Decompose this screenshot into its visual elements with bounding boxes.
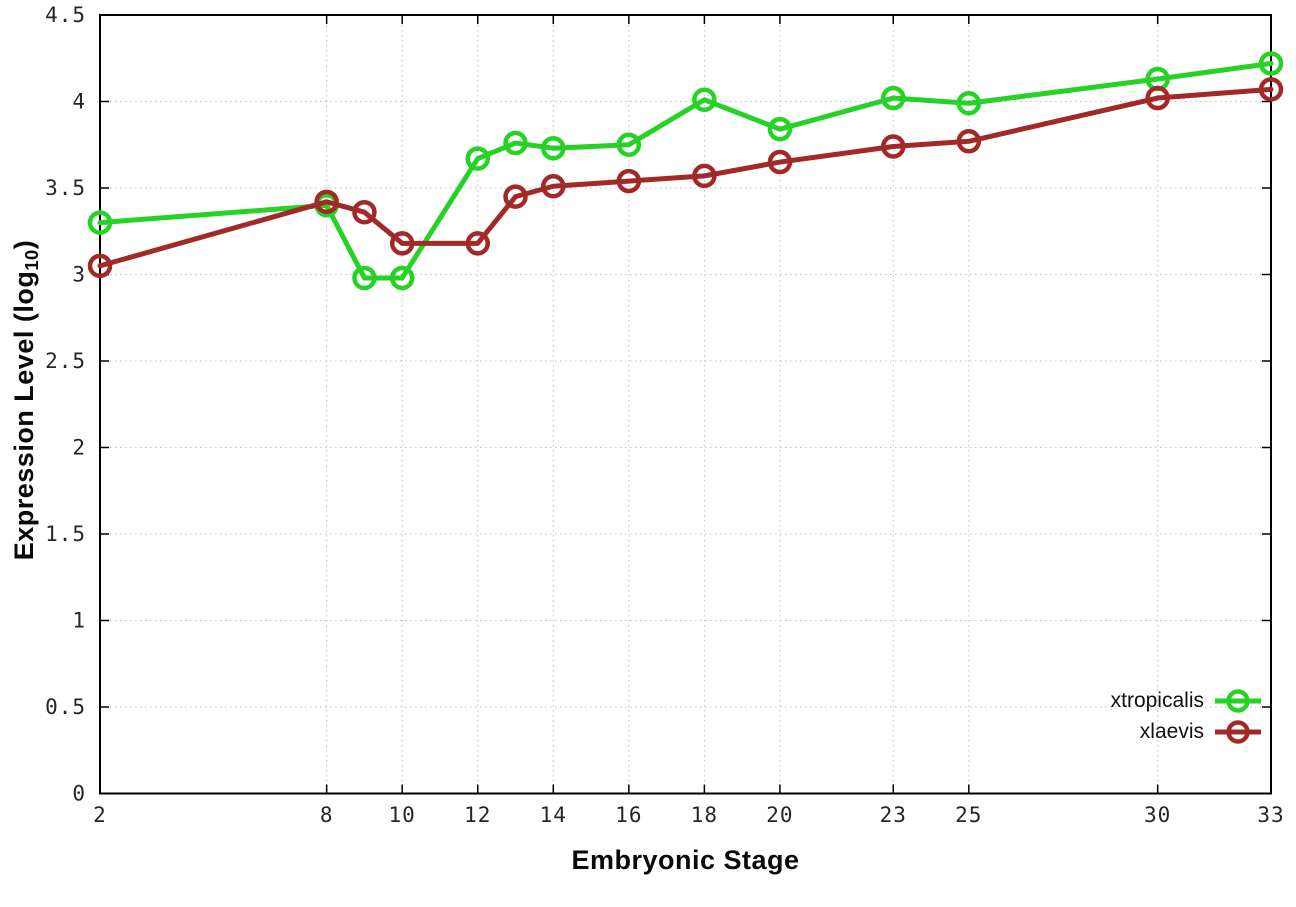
x-tick-label: 16	[615, 803, 642, 827]
series-line-xtropicalis	[97, 60, 1274, 281]
data-point-xlaevis	[1258, 77, 1284, 102]
x-tick-label: 2	[93, 803, 107, 827]
data-point-xtropicalis	[87, 210, 113, 235]
y-tick-label: 0	[72, 782, 86, 806]
y-axis-title-end: )	[9, 239, 40, 250]
y-tick-label: 2.5	[45, 349, 86, 373]
data-point-xlaevis	[881, 134, 906, 159]
x-tick-label: 18	[691, 803, 718, 827]
x-tick-label: 20	[766, 803, 793, 827]
legend-marker-xlaevis	[1215, 719, 1261, 744]
y-axis-title-main: Expression Level (log	[9, 270, 40, 561]
x-tick-label: 25	[955, 803, 982, 827]
x-tick-label: 12	[464, 803, 491, 827]
data-point-xlaevis	[389, 231, 415, 256]
plot-border	[99, 14, 1272, 795]
data-point-xtropicalis	[503, 130, 528, 156]
data-point-xtropicalis	[692, 87, 717, 113]
x-tick-label: 10	[389, 803, 416, 827]
y-tick-label: 2	[72, 436, 86, 460]
x-tick-label: 33	[1257, 803, 1284, 827]
data-point-xtropicalis	[389, 265, 415, 291]
data-point-xlaevis	[616, 168, 642, 194]
data-point-xtropicalis	[541, 135, 566, 161]
series-line-xlaevis	[97, 86, 1274, 269]
y-tick-label: 0.5	[45, 695, 86, 719]
data-point-xtropicalis	[1258, 51, 1284, 76]
data-point-xlaevis	[465, 231, 490, 256]
y-axis-title-subscript: 10	[20, 249, 42, 271]
data-point-xtropicalis	[465, 146, 490, 171]
data-point-xtropicalis	[616, 132, 642, 157]
data-point-xlaevis	[352, 199, 377, 225]
y-tick-label: 3.5	[45, 176, 86, 200]
y-axis-title: Expression Level (log10)	[9, 240, 43, 561]
legend-label-xlaevis: xlaevis	[1139, 720, 1204, 743]
y-tick-label: 4	[72, 90, 86, 114]
legend-label-xtropicalis: xtropicalis	[1110, 689, 1204, 712]
x-tick-label: 14	[540, 803, 567, 827]
y-tick-label: 3	[72, 263, 86, 287]
data-point-xtropicalis	[956, 90, 982, 116]
x-tick-label: 30	[1144, 803, 1171, 827]
x-axis-title: Embryonic Stage	[571, 845, 800, 875]
legend-marker-xtropicalis	[1215, 688, 1261, 713]
data-point-xlaevis	[314, 189, 339, 215]
data-point-xlaevis	[767, 149, 793, 175]
x-tick-label: 8	[320, 803, 334, 827]
legend-item-xtropicalis: xtropicalis	[1111, 685, 1262, 716]
x-tick-label: 23	[880, 803, 907, 827]
y-tick-label: 1	[72, 609, 86, 633]
y-tick-label: 4.5	[45, 3, 86, 27]
data-point-xlaevis	[1145, 85, 1170, 111]
legend-item-xlaevis: xlaevis	[1140, 716, 1262, 747]
data-point-xtropicalis	[881, 85, 906, 111]
data-point-xtropicalis	[767, 116, 793, 142]
legend: xtropicalis xlaevis	[1111, 685, 1262, 747]
data-point-xlaevis	[692, 163, 717, 189]
data-point-xlaevis	[503, 184, 528, 209]
data-point-xlaevis	[87, 253, 113, 279]
data-point-xtropicalis	[352, 265, 377, 291]
y-tick-label: 1.5	[45, 522, 86, 546]
data-point-xlaevis	[541, 174, 566, 199]
data-point-xlaevis	[956, 129, 982, 154]
